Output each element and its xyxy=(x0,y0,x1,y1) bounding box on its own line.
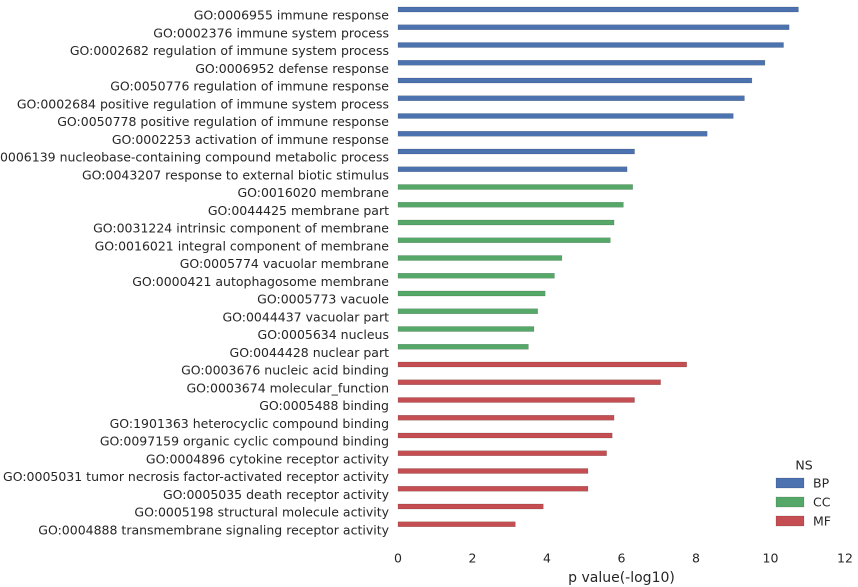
bars xyxy=(397,6,799,527)
bar-mf xyxy=(397,432,613,439)
x-tick-label: 6 xyxy=(618,551,626,566)
category-label: GO:0044428 nuclear part xyxy=(230,345,390,360)
bar-cc xyxy=(397,326,535,332)
x-tick-label: 12 xyxy=(837,551,853,566)
category-label: GO:0002684 positive regulation of immune… xyxy=(17,96,389,111)
legend-swatch-cc xyxy=(775,496,805,508)
x-axis: 0 2 4 6 8 10 12 p value(-log10) xyxy=(394,551,853,587)
bar-cc xyxy=(397,255,563,261)
bar-mf xyxy=(397,379,661,385)
x-tick-label: 10 xyxy=(763,551,779,566)
bar-cc xyxy=(397,184,633,190)
bar-mf xyxy=(397,503,544,510)
bar-cc xyxy=(397,308,538,314)
x-tick-label: 4 xyxy=(543,551,551,566)
category-label: GO:0043207 response to external biotic s… xyxy=(82,167,389,182)
category-label: GO:0005773 vacuole xyxy=(257,292,389,307)
category-label: GO:0004896 cytokine receptor activity xyxy=(146,451,390,466)
category-label: GO:0002682 regulation of immune system p… xyxy=(70,43,389,58)
bar-cc xyxy=(397,219,615,226)
legend-label-mf: MF xyxy=(813,514,831,529)
legend-title: NS xyxy=(795,458,812,473)
bar-bp xyxy=(397,42,784,48)
x-tick-label: 0 xyxy=(394,551,402,566)
category-label: GO:0016020 membrane xyxy=(237,185,389,200)
legend-label-bp: BP xyxy=(813,476,830,491)
category-label: GO:0006139 nucleobase-containing compoun… xyxy=(0,150,389,165)
bar-bp xyxy=(397,95,745,101)
category-label: GO:0003676 nucleic acid binding xyxy=(181,363,389,378)
bar-bp xyxy=(397,60,766,66)
category-label: GO:0005035 death receptor activity xyxy=(163,487,390,502)
bar-bp xyxy=(397,24,790,30)
category-label: GO:0050776 regulation of immune response xyxy=(110,79,389,94)
bar-mf xyxy=(397,521,516,527)
bar-cc xyxy=(397,237,611,243)
bar-bp xyxy=(397,6,799,13)
category-label: GO:0050778 positive regulation of immune… xyxy=(57,114,389,129)
legend-swatch-mf xyxy=(775,515,805,527)
category-label: GO:0044437 vacuolar part xyxy=(222,309,389,324)
bar-bp xyxy=(397,166,628,172)
category-label: GO:0005774 vacuolar membrane xyxy=(180,256,390,271)
x-tick-labels: 0 2 4 6 8 10 12 xyxy=(394,551,853,566)
legend-items: BP CC MF xyxy=(775,476,831,529)
category-label: GO:0031224 intrinsic component of membra… xyxy=(93,221,389,236)
bar-bp xyxy=(397,148,635,155)
bar-cc xyxy=(397,290,546,297)
bar-bp xyxy=(397,77,753,84)
category-label: GO:0097159 organic cyclic compound bindi… xyxy=(100,434,389,449)
category-label: GO:0005488 binding xyxy=(259,398,389,413)
bar-mf xyxy=(397,486,589,492)
bar-mf xyxy=(397,361,687,368)
category-label: GO:0044425 membrane part xyxy=(208,203,389,218)
bar-mf xyxy=(397,397,635,403)
category-label: GO:0005031 tumor necrosis factor-activat… xyxy=(3,469,390,484)
category-label: GO:0002376 immune system process xyxy=(153,25,389,40)
bar-cc xyxy=(397,202,624,208)
legend: NS BP CC MF xyxy=(775,458,831,529)
bar-cc xyxy=(397,344,529,350)
category-label: GO:0016021 integral component of membran… xyxy=(95,238,390,253)
category-label: GO:0003674 molecular_function xyxy=(186,380,389,395)
bar-cc xyxy=(397,273,555,279)
category-label: GO:0002253 activation of immune response xyxy=(112,132,389,147)
x-tick-label: 2 xyxy=(469,551,477,566)
category-label: GO:0000421 autophagosome membrane xyxy=(132,274,389,289)
x-axis-title: p value(-log10) xyxy=(568,570,675,586)
category-label: GO:0005198 structural molecule activity xyxy=(134,505,389,520)
legend-swatch-bp xyxy=(775,477,805,489)
bar-bp xyxy=(397,113,734,119)
category-labels: GO:0006955 immune response GO:0002376 imm… xyxy=(0,8,390,538)
bar-mf xyxy=(397,415,615,421)
bar-mf xyxy=(397,468,589,474)
legend-label-cc: CC xyxy=(813,495,831,510)
category-label: GO:0004888 transmembrane signaling recep… xyxy=(38,522,389,537)
bar-bp xyxy=(397,131,708,137)
x-tick-label: 8 xyxy=(692,551,700,566)
bar-mf xyxy=(397,450,607,456)
category-label: GO:0005634 nucleus xyxy=(258,327,389,342)
category-label: GO:0006952 defense response xyxy=(195,61,389,76)
category-label: GO:1901363 heterocyclic compound binding xyxy=(110,416,389,431)
category-label: GO:0006955 immune response xyxy=(194,8,390,23)
